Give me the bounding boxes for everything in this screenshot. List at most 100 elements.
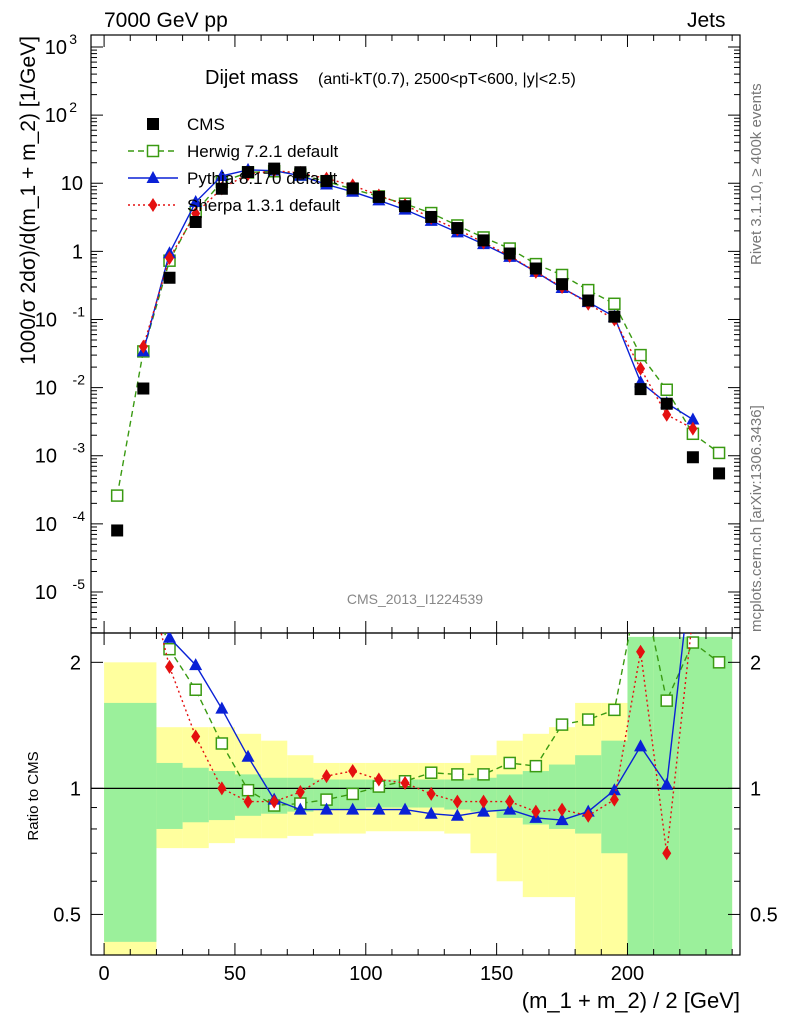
legend-marker (148, 198, 158, 212)
ratio-point (608, 703, 621, 717)
ratio-band-green (182, 767, 209, 823)
ratio-y-tick-label: 1 (70, 778, 81, 800)
ratio-point (555, 813, 569, 826)
ratio-point (374, 772, 384, 787)
ratio-y-axis-label: Ratio to CMS (25, 751, 42, 840)
ratio-point (451, 768, 464, 781)
y-tick-label: 10 (61, 173, 83, 195)
legend-label: CMS (187, 115, 225, 134)
ratio-point (583, 808, 593, 823)
ratio-point (529, 759, 543, 773)
data-point (556, 278, 569, 291)
data-point (215, 182, 228, 195)
ratio-point (636, 644, 646, 659)
ratio-series-line (160, 633, 692, 854)
ratio-point (372, 802, 386, 815)
series-line (116, 170, 720, 496)
ratio-point (241, 749, 255, 762)
x-tick-label: 100 (349, 963, 382, 985)
ratio-point (634, 739, 648, 752)
ratio-point (215, 701, 229, 714)
x-tick-label: 200 (611, 963, 644, 985)
data-point (660, 383, 673, 397)
data-point (686, 451, 699, 464)
ratio-point (450, 808, 464, 821)
data-point (163, 271, 176, 284)
data-point (425, 210, 438, 223)
data-point (503, 247, 516, 260)
ratio-point (452, 794, 462, 809)
data-point (713, 467, 726, 480)
data-point (189, 195, 203, 208)
ratio-point (243, 794, 253, 809)
data-point (138, 339, 148, 354)
data-point (688, 421, 698, 436)
ratio-band-green (208, 771, 235, 821)
y-tick-exponent: 3 (69, 31, 77, 47)
ratio-series-line (167, 633, 685, 821)
y-tick-label: 10 (45, 37, 67, 59)
y-axis-label: 1000/σ 2dσ)/d(m_1 + m_2) [1/GeV] (17, 36, 40, 365)
data-point (346, 182, 359, 195)
data-point (111, 524, 124, 537)
ratio-point (477, 768, 490, 781)
ratio-point (660, 694, 673, 707)
legend-marker (147, 118, 159, 130)
data-point (582, 294, 595, 307)
series-line (142, 169, 694, 421)
ratio-band-green (627, 636, 654, 955)
y-tick-label: 10 (35, 582, 57, 604)
data-point (529, 262, 542, 275)
series-line (142, 169, 694, 430)
data-point (477, 234, 490, 247)
data-point (581, 283, 595, 297)
ratio-point (346, 787, 359, 801)
data-point (165, 250, 175, 265)
ratio-point (660, 777, 674, 790)
data-point (636, 361, 646, 376)
y-tick-exponent: -2 (73, 372, 86, 388)
y-tick-label: 10 (35, 378, 57, 400)
ratio-band-green (156, 762, 183, 829)
data-point (268, 162, 281, 175)
y-tick-exponent: -4 (73, 508, 86, 524)
data-point (137, 382, 150, 395)
ratio-point (165, 659, 175, 674)
ratio-point (215, 737, 229, 750)
ratio-point (686, 636, 700, 649)
data-point (320, 174, 333, 187)
data-point (634, 348, 647, 362)
x-tick-label: 0 (99, 963, 110, 985)
ratio-point (424, 766, 438, 779)
data-point (399, 200, 412, 213)
y-tick-label: 1 (72, 241, 83, 263)
ratio-point (712, 656, 726, 669)
ratio-y-tick-label-right: 0.5 (750, 904, 778, 926)
analysis-watermark: CMS_2013_I1224539 (347, 591, 483, 607)
ratio-y-tick-label: 0.5 (53, 904, 81, 926)
ratio-point (269, 794, 279, 809)
ratio-point (293, 802, 307, 815)
ratio-point (426, 786, 436, 801)
data-point (451, 222, 464, 235)
data-point (634, 383, 647, 396)
plot-title: Dijet mass (205, 67, 298, 89)
data-point (608, 310, 621, 323)
y-tick-label: 10 (35, 446, 57, 468)
ratio-point (322, 769, 332, 784)
data-point (686, 412, 700, 425)
ratio-y-tick-label: 2 (70, 652, 81, 674)
ratio-point (189, 658, 203, 671)
ratio-point (424, 806, 438, 819)
header-right: Jets (687, 9, 726, 32)
legend-marker (146, 144, 160, 158)
legend-label: Herwig 7.2.1 default (187, 142, 338, 161)
legend-label: Sherpa 1.3.1 default (187, 196, 340, 215)
x-axis-label: (m_1 + m_2) / 2 [GeV] (522, 988, 740, 1013)
ratio-y-tick-label-right: 1 (750, 778, 761, 800)
ratio-band-green (679, 636, 733, 955)
data-point (662, 407, 672, 422)
ratio-point (217, 781, 227, 796)
data-point (372, 190, 385, 203)
